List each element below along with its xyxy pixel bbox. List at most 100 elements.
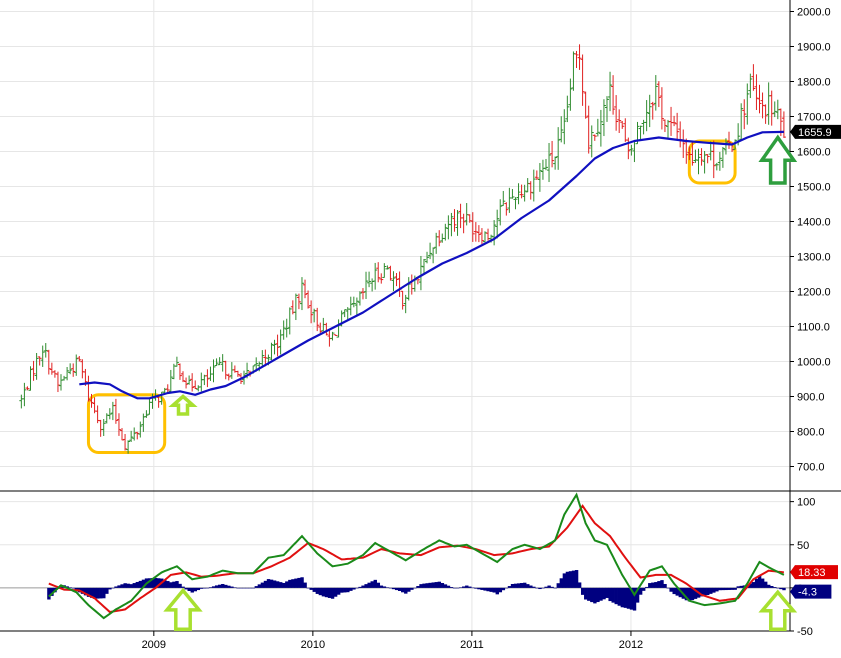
histogram-bar	[336, 587, 341, 595]
histogram-bar	[208, 587, 213, 588]
ohlc-bar	[696, 148, 701, 175]
histogram-bar	[690, 587, 695, 601]
histogram-bar	[666, 587, 670, 589]
histogram-bar	[242, 587, 246, 589]
ohlc-bar	[516, 183, 521, 205]
histogram-bar	[556, 583, 560, 588]
histogram-bar	[495, 587, 499, 595]
ohlc-bar	[720, 146, 725, 168]
histogram-bar	[373, 579, 377, 588]
histogram-bar	[355, 587, 359, 589]
histogram-bar	[147, 578, 152, 588]
histogram-bar	[733, 587, 737, 590]
histogram-bar	[224, 584, 228, 588]
ohlc-bar	[449, 212, 454, 237]
histogram-bar	[71, 587, 76, 589]
histogram-bar	[218, 584, 222, 588]
histogram-bar	[410, 587, 414, 590]
histogram-bar	[770, 586, 774, 588]
histogram-bar	[593, 587, 597, 604]
histogram-bar	[483, 587, 487, 591]
histogram-bar	[757, 575, 762, 588]
ohlc-bar	[25, 386, 30, 391]
histogram-bar	[754, 578, 759, 588]
histogram-bar	[672, 587, 676, 595]
histogram-bar	[196, 587, 201, 591]
histogram-bar	[166, 581, 170, 588]
histogram-bar	[465, 585, 469, 588]
ohlc-bar	[284, 318, 289, 338]
ohlc-bar	[629, 144, 634, 156]
histogram-bar	[760, 578, 765, 588]
histogram-bar	[413, 587, 417, 589]
histogram-bar	[428, 582, 432, 588]
histogram-bar	[102, 587, 106, 599]
ohlc-bar	[620, 120, 625, 129]
histogram-bar	[553, 587, 557, 589]
ohlc-bar	[382, 263, 387, 278]
ohlc-bar	[565, 95, 570, 123]
ohlc-bar	[391, 271, 396, 292]
histogram-bar	[96, 587, 100, 599]
ohlc-bar	[781, 111, 786, 138]
histogram-bar	[254, 586, 259, 588]
histogram-bar	[211, 586, 216, 588]
ohlc-bar	[116, 413, 121, 436]
histogram-bar	[498, 587, 503, 593]
histogram-bar	[626, 587, 631, 609]
histogram-bar	[114, 586, 118, 588]
histogram-bar	[580, 587, 585, 595]
histogram-bar	[361, 585, 365, 588]
histogram-bar	[443, 584, 448, 588]
histogram-bar	[401, 587, 405, 593]
highlight-box	[687, 139, 737, 185]
histogram-bar	[306, 587, 310, 589]
histogram-bar	[86, 587, 91, 597]
ohlc-bar	[543, 158, 548, 171]
histogram-bar	[437, 581, 442, 588]
histogram-bar	[739, 585, 743, 588]
ohlc-bar	[769, 90, 774, 126]
ohlc-bar	[269, 342, 274, 361]
histogram-bar	[285, 581, 289, 588]
macd-line	[48, 492, 785, 620]
histogram-bar	[675, 587, 679, 596]
histogram-last-value-label: -4.3	[790, 584, 832, 599]
price-tick-label: 1900.0	[797, 42, 831, 54]
histogram-bar	[181, 586, 185, 588]
histogram-bar	[623, 587, 628, 608]
price-last-value-label: 1655.9	[790, 124, 841, 139]
price-tick-label: 1200.0	[797, 287, 831, 299]
ohlc-bar	[55, 371, 60, 393]
ohlc-bar	[498, 199, 503, 226]
histogram-bar	[153, 577, 158, 588]
histogram-bar	[178, 583, 182, 588]
ohlc-bar	[751, 64, 756, 91]
histogram-bar	[297, 577, 301, 588]
year-tick-label: 2011	[460, 639, 484, 651]
ohlc-bar	[190, 373, 195, 392]
histogram-bar	[535, 587, 539, 589]
ohlc-bar	[461, 213, 466, 234]
ohlc-bar	[138, 421, 143, 438]
ohlc-bar	[184, 377, 189, 389]
ohlc-bar	[330, 331, 335, 341]
ohlc-bar	[400, 290, 405, 310]
moving-average-line	[79, 130, 784, 400]
price-tick-label: 800.0	[797, 427, 825, 439]
histogram-bar	[190, 587, 194, 593]
ohlc-bar	[235, 370, 240, 377]
ohlc-bar	[403, 294, 408, 314]
histogram-bar	[47, 587, 51, 600]
ohlc-bar	[763, 104, 768, 124]
histogram-bar	[462, 586, 466, 588]
ohlc-bar	[559, 116, 564, 143]
histogram-bar	[135, 581, 140, 588]
histogram-bar	[458, 587, 463, 588]
up-arrow	[758, 589, 798, 632]
histogram-bar	[431, 582, 435, 588]
ohlc-bar	[31, 360, 36, 381]
ohlc-bar	[614, 95, 619, 131]
ohlc-bar	[354, 297, 359, 316]
histogram-bar	[693, 587, 698, 599]
